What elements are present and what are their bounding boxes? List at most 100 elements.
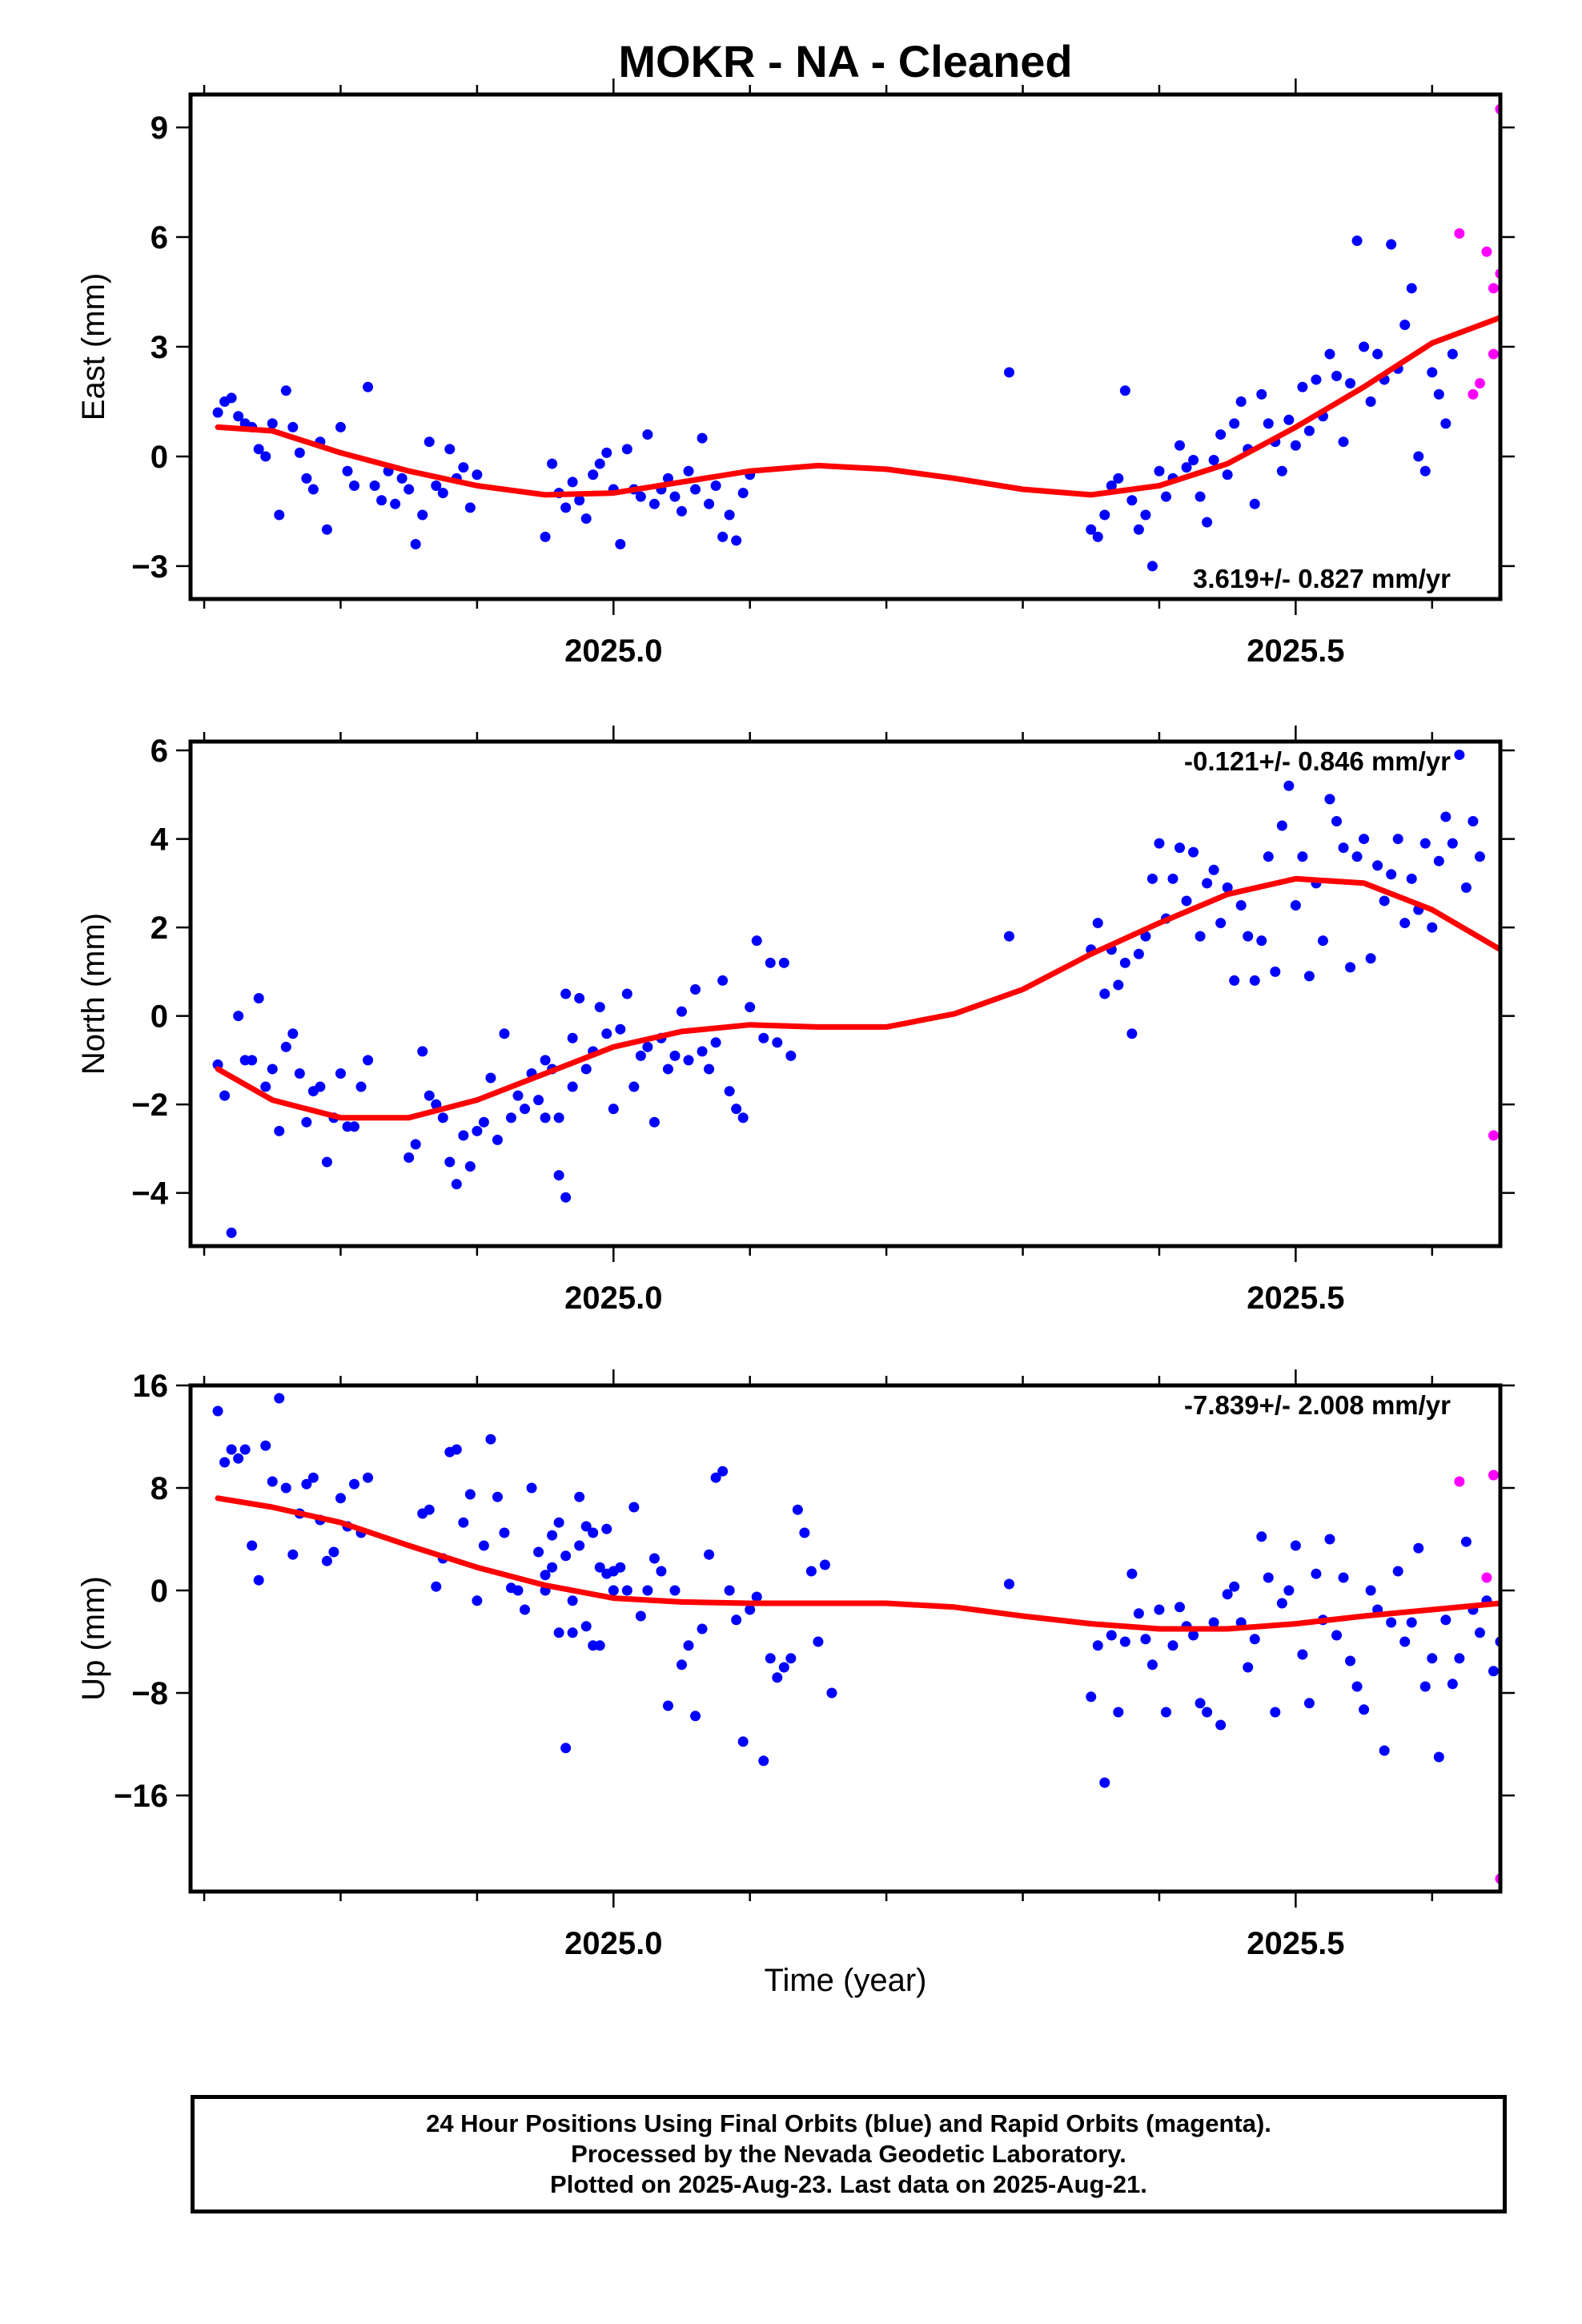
x-tick-label: 2025.0 [564,1926,662,1961]
final-orbit-point [363,1472,374,1483]
final-orbit-point [1345,1655,1356,1667]
final-orbit-point [485,1433,496,1445]
final-orbit-point [321,1555,332,1566]
final-orbit-point [212,407,223,418]
final-orbit-point [717,975,729,986]
final-orbit-point [1249,498,1260,509]
final-orbit-point [1324,1534,1335,1545]
rapid-orbit-point [1529,883,1540,893]
final-orbit-point [588,1527,599,1538]
final-orbit-point [505,1112,516,1124]
final-orbit-point [1106,480,1117,491]
final-orbit-point [642,429,653,440]
final-orbit-point [410,539,421,550]
final-orbit-point [717,1466,729,1477]
final-orbit-point [1243,931,1254,942]
final-orbit-point [1433,855,1444,866]
final-orbit-point [1399,320,1411,331]
final-orbit-point [553,1170,564,1181]
final-orbit-point [1297,1649,1308,1660]
rapid-orbit-point [1550,1656,1560,1667]
final-orbit-point [594,458,605,469]
final-orbit-point [567,1595,578,1606]
rapid-orbit-point [1481,246,1492,257]
final-orbit-point [1359,834,1370,845]
final-orbit-point [1488,1666,1499,1677]
final-orbit-point [758,1755,769,1767]
final-orbit-point [1276,820,1287,831]
x-tick-label: 2025.5 [1247,633,1344,669]
final-orbit-point [737,488,749,499]
final-orbit-point [588,469,599,480]
rapid-orbit-point [1502,1389,1512,1400]
final-orbit-point [662,1063,673,1075]
final-orbit-point [574,495,585,506]
final-orbit-point [424,436,435,448]
final-orbit-point [697,1623,708,1634]
final-orbit-point [472,1595,483,1606]
y-tick-label: 0 [151,1574,168,1609]
final-orbit-point [369,480,380,491]
final-orbit-point [390,498,401,509]
rapid-orbit-point [1481,1572,1492,1583]
rapid-orbit-point [1577,1033,1582,1043]
y-tick-label: 0 [151,440,168,475]
final-orbit-point [1419,1681,1431,1692]
final-orbit-point [363,1055,374,1066]
footer-line-2: Processed by the Nevada Geodetic Laborat… [571,2140,1126,2168]
final-orbit-point [1440,1614,1452,1626]
final-orbit-point [410,1139,421,1150]
final-orbit-point [1290,440,1301,451]
final-orbit-point [260,451,271,462]
final-orbit-point [1270,1707,1281,1718]
final-orbit-point [321,524,332,535]
plot-area [212,750,1582,1238]
final-orbit-point [1529,1688,1540,1699]
final-orbit-point [1208,1617,1219,1628]
final-orbit-point [1276,465,1287,476]
final-orbit-point [560,1192,572,1203]
final-orbit-point [758,1032,769,1043]
final-orbit-point [553,1517,564,1528]
final-orbit-point [765,1653,776,1664]
final-orbit-point [1516,1704,1526,1715]
y-axis-label: Up (mm) [76,1576,111,1701]
final-orbit-point [560,1743,572,1754]
final-orbit-point [1119,385,1130,396]
final-orbit-point [540,1055,551,1066]
final-orbit-point [226,1227,237,1238]
final-orbit-point [1222,469,1233,480]
final-orbit-point [267,1476,278,1487]
final-orbit-point [1086,1691,1097,1703]
final-orbit-point [1202,517,1213,528]
final-orbit-point [785,1050,797,1061]
final-orbit-point [1133,948,1144,959]
y-tick-label: 9 [151,111,168,146]
final-orbit-point [212,1405,223,1417]
final-orbit-point [608,1585,619,1596]
final-orbit-point [458,1517,469,1528]
x-tick-label: 2025.0 [564,1281,662,1316]
rapid-orbit-point [1454,1476,1465,1487]
final-orbit-point [247,1055,258,1066]
y-tick-label: −4 [131,1176,168,1212]
final-orbit-point [1413,1542,1424,1554]
final-orbit-point [724,509,735,521]
final-orbit-point [349,480,359,491]
rapid-orbit-point [1488,348,1499,360]
final-orbit-point [1222,882,1233,893]
final-orbit-point [1126,495,1138,506]
final-orbit-point [737,1736,749,1747]
final-orbit-point [1270,966,1281,977]
final-orbit-point [1454,750,1465,761]
final-orbit-point [512,1090,524,1101]
final-orbit-point [1365,953,1376,964]
final-orbit-point [1283,1585,1295,1596]
final-orbit-point [1317,935,1328,947]
final-orbit-point [574,993,585,1004]
final-orbit-point [1113,1707,1124,1718]
final-orbit-point [233,411,244,422]
final-orbit-point [1419,465,1431,476]
final-orbit-point [540,531,551,542]
final-orbit-point [1243,1662,1254,1673]
